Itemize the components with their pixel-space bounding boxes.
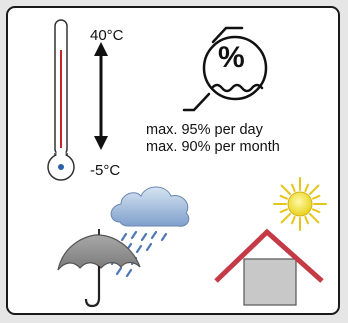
sun-ray <box>280 184 292 196</box>
sun-ray <box>279 194 289 200</box>
sun-ray <box>311 208 321 214</box>
humidity-max-per-month: max. 90% per month <box>146 139 280 155</box>
humidity-icon <box>182 26 268 112</box>
sun-ray <box>304 215 310 225</box>
thermometer-icon <box>47 19 75 181</box>
house-icon <box>214 228 324 306</box>
min-temperature-label: -5°C <box>90 162 121 179</box>
sun-ray <box>311 194 321 200</box>
sun-ray <box>280 212 292 224</box>
sun-icon <box>273 177 327 231</box>
sun-ray <box>290 183 296 193</box>
humidity-percent-symbol: % <box>218 41 245 74</box>
humidity-max-per-day: max. 95% per day <box>146 122 263 138</box>
sun-ray <box>290 215 296 225</box>
sun-ray <box>308 184 320 196</box>
conditions-diagram <box>47 19 327 308</box>
umbrella-icon <box>57 229 141 308</box>
environment-conditions-panel: 40°C -5°C % max. 95% per day max. 90% pe… <box>6 6 340 315</box>
sun-ray <box>279 208 289 214</box>
sun-ray <box>304 183 310 193</box>
max-temperature-label: 40°C <box>90 27 124 44</box>
sun-ray <box>308 212 320 224</box>
temperature-range-arrow-icon <box>94 42 108 150</box>
